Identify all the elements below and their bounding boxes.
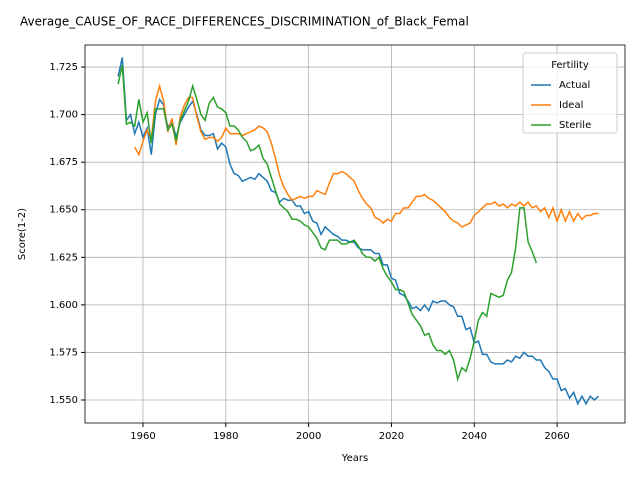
- line-series: [117, 65, 538, 382]
- x-tick-label: 2040: [462, 431, 487, 442]
- x-axis-label: Years: [341, 453, 368, 464]
- y-tick-label: 1.650: [49, 205, 78, 216]
- x-tick-label: 2000: [296, 431, 321, 442]
- y-tick-label: 1.725: [49, 62, 78, 73]
- legend-label: Ideal: [559, 100, 583, 111]
- chart-title: Average_CAUSE_OF_RACE_DIFFERENCES_DISCRI…: [20, 15, 469, 29]
- y-axis-label: Score(1-2): [17, 208, 28, 260]
- x-tick-label: 2020: [379, 431, 404, 442]
- plot-frame: [84, 44, 626, 424]
- y-tick-label: 1.550: [49, 395, 78, 406]
- y-tick-label: 1.575: [49, 347, 78, 358]
- line-series: [134, 83, 599, 228]
- y-tick-label: 1.675: [49, 157, 78, 168]
- legend-label: Actual: [559, 80, 590, 91]
- x-tick-label: 2060: [544, 431, 569, 442]
- x-tick-label: 1980: [213, 431, 238, 442]
- y-tick-label: 1.625: [49, 252, 78, 263]
- y-tick-label: 1.600: [49, 300, 78, 311]
- legend-box: [522, 52, 618, 134]
- legend-title: Fertility: [551, 60, 589, 71]
- y-tick-label: 1.700: [49, 110, 78, 121]
- legend-label: Sterile: [559, 120, 591, 131]
- x-tick-label: 1960: [130, 431, 155, 442]
